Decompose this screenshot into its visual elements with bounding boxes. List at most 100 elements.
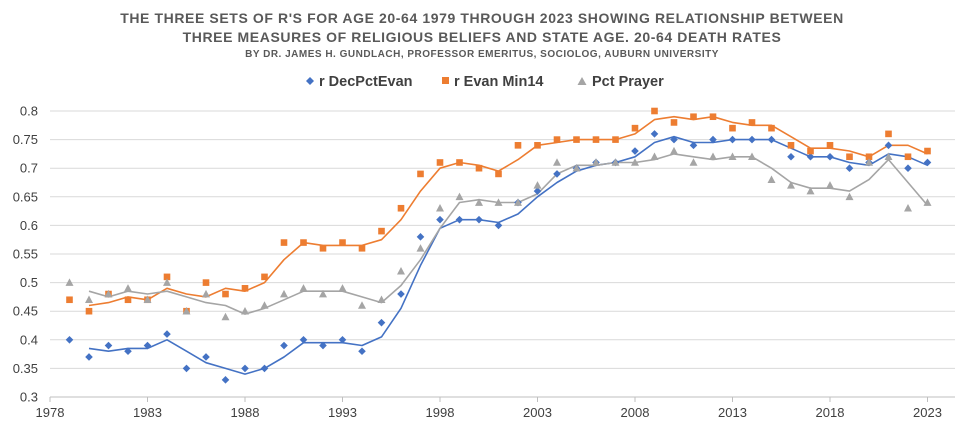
- point-evan-1999: [455, 215, 464, 224]
- point-prayer-1981: [104, 289, 113, 298]
- point-prayer-2012: [709, 152, 717, 161]
- point-evan-2021: [884, 141, 893, 150]
- point-prayer-2008: [631, 158, 639, 166]
- point-min14-2010: [670, 119, 678, 126]
- point-min14-1989: [261, 273, 268, 281]
- point-min14-2012: [709, 113, 717, 121]
- y-tick-label-0.75: 0.75: [13, 132, 38, 147]
- point-evan-1991: [299, 336, 308, 344]
- point-prayer-1988: [241, 307, 249, 315]
- point-prayer-2009: [650, 152, 659, 161]
- point-evan-2013: [728, 135, 737, 144]
- point-min14-2023: [924, 147, 931, 155]
- x-tick-label-2023: 2023: [913, 405, 942, 420]
- x-tick-label-1993: 1993: [328, 405, 357, 420]
- point-evan-1984: [163, 330, 171, 338]
- point-min14-2017: [807, 147, 814, 155]
- point-min14-1998: [436, 159, 444, 166]
- legend-marker-diamond-icon: [306, 77, 314, 85]
- point-prayer-2016: [787, 181, 795, 189]
- point-evan-1997: [416, 233, 425, 241]
- point-min14-1990: [280, 239, 288, 246]
- legend-label-prayer: Pct Prayer: [592, 74, 664, 90]
- point-evan-1982: [124, 347, 132, 356]
- point-prayer-1990: [280, 289, 288, 298]
- point-evan-2023: [923, 158, 932, 167]
- point-evan-1979: [65, 336, 74, 344]
- point-prayer-1998: [436, 204, 444, 212]
- point-min14-1986: [202, 279, 210, 286]
- point-prayer-1996: [397, 266, 405, 275]
- point-evan-2008: [631, 147, 639, 155]
- y-axis-tick-labels: 0.3 0.35 0.4 0.45 0.5 0.55 0.6 0.65 0.7 0.75 0.8: [13, 104, 38, 405]
- point-evan-1998: [436, 215, 444, 224]
- point-min14-2006: [592, 136, 600, 143]
- point-min14-2000: [475, 164, 483, 172]
- point-min14-2003: [534, 142, 541, 149]
- point-prayer-2018: [826, 181, 834, 189]
- point-evan-2017: [806, 152, 815, 161]
- point-prayer-1993: [338, 284, 347, 292]
- y-tick-label-0.55: 0.55: [13, 247, 38, 262]
- point-min14-2019: [846, 153, 853, 161]
- point-prayer-2022: [904, 204, 912, 212]
- data-points: [65, 107, 932, 384]
- point-evan-2014: [748, 135, 756, 144]
- point-evan-1980: [85, 353, 93, 361]
- point-prayer-1982: [124, 284, 132, 292]
- point-prayer-1984: [163, 278, 171, 286]
- x-tick-label-1978: 1978: [36, 405, 65, 420]
- point-min14-1995: [378, 227, 385, 235]
- point-prayer-2019: [845, 192, 854, 201]
- point-evan-1983: [143, 341, 152, 350]
- x-tick-label-1988: 1988: [231, 405, 260, 420]
- x-tick-label-1998: 1998: [426, 405, 455, 420]
- legend-marker-square-icon: [442, 77, 449, 84]
- point-prayer-1991: [299, 284, 308, 292]
- point-min14-1984: [163, 273, 171, 281]
- point-min14-1988: [241, 285, 249, 292]
- point-min14-2004: [553, 136, 561, 143]
- point-evan-2009: [650, 130, 659, 138]
- point-evan-2011: [689, 141, 698, 150]
- point-prayer-2010: [670, 146, 678, 155]
- trend-line-prayer: [88, 153, 929, 315]
- point-min14-2001: [495, 170, 502, 178]
- point-min14-1987: [222, 290, 229, 298]
- y-tick-label-0.5: 0.5: [20, 275, 38, 290]
- point-prayer-1985: [182, 307, 191, 315]
- point-min14-1982: [124, 296, 132, 304]
- y-tick-label-0.45: 0.45: [13, 304, 38, 319]
- point-min14-2021: [885, 130, 892, 138]
- legend-item-min14: r Evan Min14: [442, 74, 543, 90]
- point-evan-1992: [319, 341, 327, 350]
- point-prayer-2004: [553, 158, 561, 166]
- point-evan-1996: [397, 290, 405, 298]
- point-prayer-1987: [221, 312, 230, 321]
- point-min14-2011: [690, 113, 697, 121]
- point-evan-1988: [241, 364, 249, 373]
- point-prayer-1980: [85, 295, 93, 304]
- point-min14-1979: [66, 296, 73, 304]
- point-prayer-1979: [65, 278, 74, 286]
- point-prayer-1995: [377, 295, 386, 304]
- point-evan-2018: [826, 152, 834, 161]
- trend-line-min14: [88, 115, 928, 307]
- point-prayer-1997: [416, 244, 425, 252]
- point-prayer-1989: [260, 301, 269, 309]
- point-min14-1980: [85, 307, 93, 315]
- point-min14-2002: [514, 142, 522, 149]
- point-min14-1992: [319, 244, 327, 252]
- point-min14-2009: [651, 107, 658, 115]
- point-prayer-2011: [689, 158, 698, 166]
- legend-item-prayer: Pct Prayer: [577, 74, 664, 90]
- legend: r DecPctEvan r Evan Min14 Pct Prayer: [306, 74, 664, 90]
- point-min14-2005: [573, 136, 580, 143]
- point-min14-2007: [612, 136, 619, 143]
- point-evan-1990: [280, 341, 288, 350]
- x-tick-label-1983: 1983: [133, 405, 162, 420]
- point-evan-1985: [182, 364, 191, 373]
- point-prayer-1986: [202, 289, 210, 298]
